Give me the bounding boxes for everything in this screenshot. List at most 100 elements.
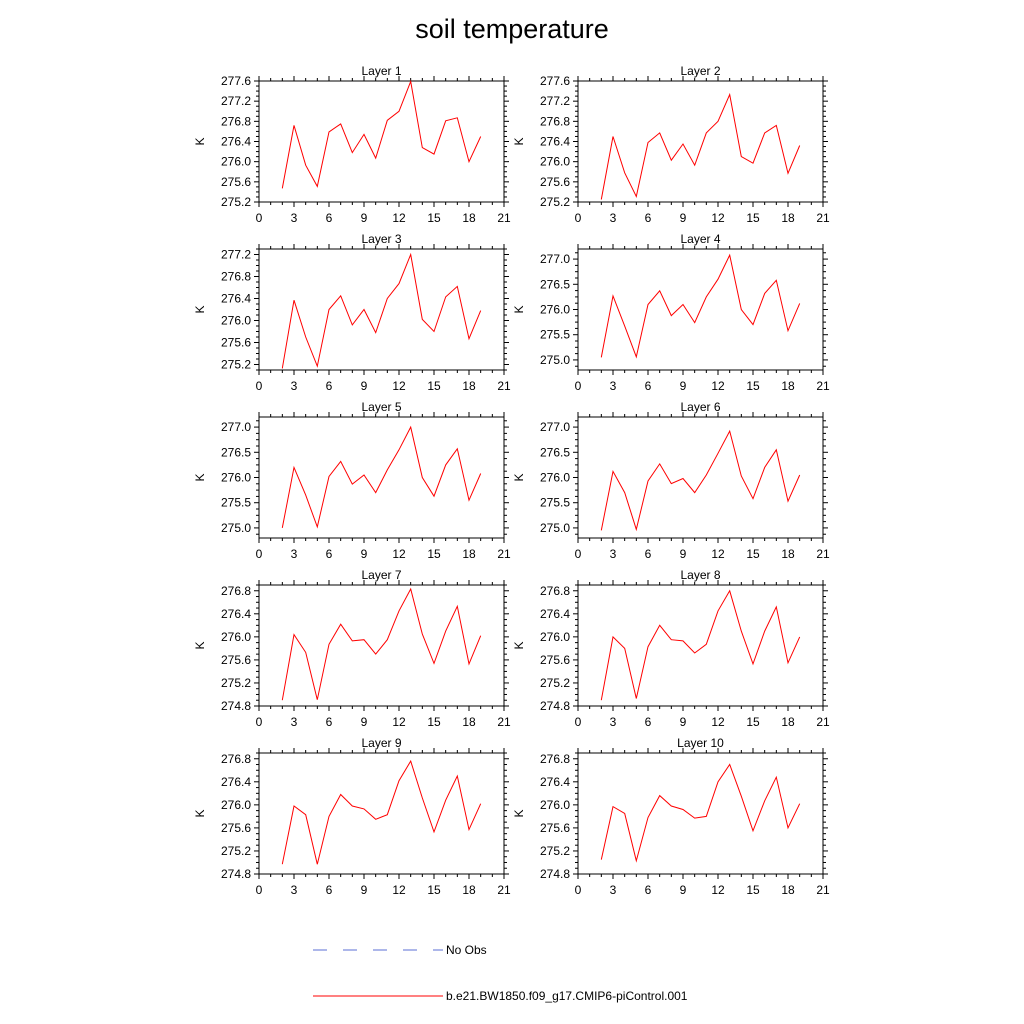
y-tick-label: 276.5 [540, 445, 570, 459]
y-tick-label: 275.2 [221, 195, 251, 209]
x-tick-label: 21 [816, 379, 830, 393]
y-tick-label: 275.6 [221, 821, 251, 835]
series-line [281, 252, 482, 369]
panel-title: Layer 4 [680, 232, 720, 246]
x-tick-label: 18 [781, 883, 795, 897]
y-tick-label: 276.4 [540, 775, 570, 789]
plot-frame [258, 584, 505, 707]
y-axis-label: K [193, 641, 207, 649]
y-axis-label: K [193, 473, 207, 481]
x-tick-label: 15 [746, 883, 760, 897]
x-tick-label: 0 [575, 547, 582, 561]
x-tick-label: 12 [392, 211, 406, 225]
y-tick-label: 276.0 [540, 798, 570, 812]
x-tick-label: 3 [291, 379, 298, 393]
y-tick-label: 275.0 [540, 521, 570, 535]
x-tick-label: 18 [462, 547, 476, 561]
y-tick-label: 277.2 [221, 94, 251, 108]
x-tick-label: 12 [392, 883, 406, 897]
panel-title: Layer 10 [677, 736, 724, 750]
x-tick-label: 21 [816, 211, 830, 225]
panel-title: Layer 2 [680, 64, 720, 78]
y-axis-label: K [512, 137, 526, 145]
x-tick-label: 6 [326, 211, 333, 225]
x-tick-label: 18 [462, 379, 476, 393]
x-tick-label: 6 [645, 211, 652, 225]
y-tick-label: 275.6 [221, 653, 251, 667]
x-tick-label: 15 [746, 547, 760, 561]
x-tick-label: 12 [711, 547, 725, 561]
y-tick-label: 275.2 [221, 844, 251, 858]
x-tick-label: 6 [326, 715, 333, 729]
y-tick-label: 276.8 [540, 114, 570, 128]
y-tick-label: 275.2 [221, 358, 251, 372]
y-tick-label: 276.8 [221, 584, 251, 598]
y-tick-label: 274.8 [221, 699, 251, 713]
x-tick-label: 6 [645, 379, 652, 393]
x-tick-label: 15 [427, 379, 441, 393]
x-tick-label: 9 [680, 883, 687, 897]
y-tick-label: 276.0 [540, 630, 570, 644]
x-tick-label: 6 [645, 883, 652, 897]
y-tick-label: 276.0 [221, 314, 251, 328]
y-tick-label: 276.0 [540, 155, 570, 169]
chart-panel-8: Layer 8 0 3 6 9 12 15 18 21 274.8 275.2 275.6 276.0 2… [512, 568, 830, 729]
y-tick-label: 277.0 [540, 420, 570, 434]
y-tick-label: 276.8 [221, 114, 251, 128]
y-tick-label: 277.0 [540, 252, 570, 266]
x-tick-label: 15 [427, 547, 441, 561]
x-tick-label: 15 [746, 379, 760, 393]
legend-label: No Obs [446, 943, 487, 957]
x-tick-label: 9 [680, 211, 687, 225]
y-axis-label: K [512, 305, 526, 313]
x-tick-label: 3 [291, 715, 298, 729]
x-tick-label: 9 [361, 211, 368, 225]
x-tick-label: 12 [392, 715, 406, 729]
y-tick-label: 275.2 [540, 676, 570, 690]
y-tick-label: 275.5 [540, 496, 570, 510]
panel-title: Layer 9 [361, 736, 401, 750]
x-tick-label: 18 [462, 211, 476, 225]
x-tick-label: 12 [711, 883, 725, 897]
y-tick-label: 276.4 [221, 292, 251, 306]
x-tick-label: 3 [291, 547, 298, 561]
panel-title: Layer 6 [680, 400, 720, 414]
x-tick-label: 3 [610, 379, 617, 393]
x-tick-label: 0 [256, 547, 263, 561]
x-tick-label: 21 [816, 715, 830, 729]
x-tick-label: 18 [462, 715, 476, 729]
series-line [281, 759, 482, 865]
y-tick-label: 276.8 [540, 752, 570, 766]
y-tick-label: 276.8 [540, 584, 570, 598]
x-tick-label: 15 [427, 715, 441, 729]
x-tick-label: 3 [291, 211, 298, 225]
page-title: soil temperature [415, 14, 609, 44]
x-tick-label: 3 [610, 883, 617, 897]
series-line [600, 589, 801, 701]
chart-panel-6: Layer 6 0 3 6 9 12 15 18 21 275.0 275.5 276.0 276.5 2… [512, 400, 830, 561]
x-tick-label: 21 [497, 547, 511, 561]
y-tick-label: 275.6 [540, 653, 570, 667]
x-tick-label: 9 [361, 547, 368, 561]
x-tick-label: 18 [781, 547, 795, 561]
panel-title: Layer 7 [361, 568, 401, 582]
plot-frame [577, 752, 824, 875]
x-tick-label: 6 [645, 547, 652, 561]
y-tick-label: 277.2 [540, 94, 570, 108]
x-tick-label: 9 [680, 547, 687, 561]
y-tick-label: 275.6 [540, 175, 570, 189]
panel-title: Layer 5 [361, 400, 401, 414]
y-tick-label: 276.8 [221, 270, 251, 284]
x-tick-label: 0 [256, 715, 263, 729]
x-tick-label: 6 [326, 379, 333, 393]
x-tick-label: 21 [497, 715, 511, 729]
x-tick-label: 12 [711, 211, 725, 225]
panel-title: Layer 1 [361, 64, 401, 78]
y-axis-label: K [193, 137, 207, 145]
x-tick-label: 21 [816, 547, 830, 561]
x-tick-label: 3 [291, 883, 298, 897]
y-tick-label: 275.5 [221, 496, 251, 510]
x-tick-label: 9 [361, 379, 368, 393]
chart-panel-10: Layer 10 0 3 6 9 12 15 18 21 274.8 275.2 275.6 276.0… [512, 736, 830, 897]
